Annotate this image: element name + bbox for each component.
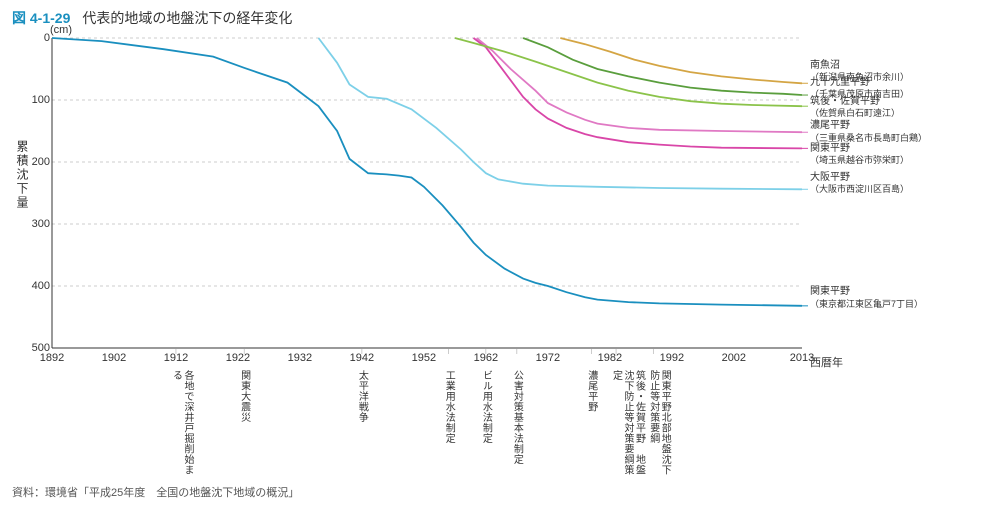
y-axis-unit: (cm): [50, 24, 72, 36]
event-annotations: 各地で深井戸掘削始まる 関東大震災 太平洋戦争 工業用水法制定 ビル用水法制定 公害対策基…: [52, 370, 802, 480]
x-tick-label: 1922: [226, 352, 250, 364]
event-label: ビル用水法制定: [480, 370, 492, 444]
legend-label-primary: 九十九里平野: [810, 77, 909, 90]
legend-label-primary: 大阪平野: [810, 172, 909, 185]
legend-label-primary: 筑後・佐賀平野: [810, 96, 900, 109]
event-label: 関東大震災: [238, 370, 250, 423]
event-label: 工業用水法制定: [443, 370, 455, 444]
legend-item-osaka: 大阪平野（大阪市西淀川区百島）: [810, 172, 909, 196]
legend-label-primary: 関東平野: [810, 286, 923, 299]
legend-item-chikugo-saga: 筑後・佐賀平野（佐賀県白石町遠江）: [810, 96, 900, 120]
x-tick-label: 1892: [40, 352, 64, 364]
chart-svg: [52, 38, 802, 348]
y-axis-label: 累積沈下量: [14, 140, 31, 210]
legend-item-kanto-kameido: 関東平野（東京都江東区亀戸7丁目）: [810, 286, 923, 310]
x-tick-label: 1952: [412, 352, 436, 364]
y-tick-label: 300: [22, 218, 50, 230]
x-tick-label: 2013: [790, 352, 814, 364]
y-tick-label: 200: [22, 156, 50, 168]
event-label: 公害対策基本法制定: [511, 370, 523, 465]
series-minamiuonuma: [560, 38, 802, 83]
x-tick-label: 1972: [536, 352, 560, 364]
figure-title: 代表的地域の地盤沈下の経年変化: [82, 8, 292, 28]
legend-label-secondary: （東京都江東区亀戸7丁目）: [810, 299, 923, 310]
chart-area: [52, 38, 802, 348]
y-tick-label: 400: [22, 280, 50, 292]
x-tick-label: 1992: [660, 352, 684, 364]
legend-label-secondary: （佐賀県白石町遠江）: [810, 108, 900, 119]
series-osaka: [319, 38, 803, 189]
x-tick-label: 1902: [102, 352, 126, 364]
event-label: 各地で深井戸掘削始まる: [170, 370, 193, 480]
legend-item-noubi: 濃尾平野（三重県桑名市長島町白鶏）: [810, 120, 927, 144]
legend-label-primary: 南魚沼: [810, 60, 909, 73]
x-tick-label: 1932: [288, 352, 312, 364]
x-tick-label: 1982: [598, 352, 622, 364]
event-label: 関東平野北部地盤沈下防止等対策要綱: [647, 370, 670, 480]
title-row: 図 4-1-29 代表的地域の地盤沈下の経年変化: [0, 0, 982, 28]
legend-label-secondary: （大阪市西淀川区百島）: [810, 184, 909, 195]
y-tick-label: 0: [22, 32, 50, 44]
legend-label-secondary: （埼玉県越谷市弥栄町）: [810, 155, 909, 166]
source-citation: 資料：環境省「平成25年度 全国の地盤沈下地域の概況」: [12, 484, 299, 500]
legend-label-primary: 関東平野: [810, 143, 909, 156]
event-label: 太平洋戦争: [356, 370, 368, 423]
series-noubi: [477, 38, 802, 132]
series-chikugo-saga: [455, 38, 802, 106]
event-label: 筑後・佐賀平野 地盤沈下防止等対策要綱策定: [610, 370, 645, 480]
legend-label-primary: 濃尾平野: [810, 120, 927, 133]
x-axis-label: 西暦年: [810, 354, 843, 370]
event-label: 濃尾平野: [585, 370, 597, 412]
legend: 南魚沼（新潟県南魚沼市余川）九十九里平野（千葉県茂原市南吉田）筑後・佐賀平野（佐…: [810, 38, 980, 348]
y-tick-label: 100: [22, 94, 50, 106]
legend-item-kanto-koshigaya: 関東平野（埼玉県越谷市弥栄町）: [810, 143, 909, 167]
x-tick-label: 2002: [722, 352, 746, 364]
series-kanto-kameido: [52, 38, 802, 306]
